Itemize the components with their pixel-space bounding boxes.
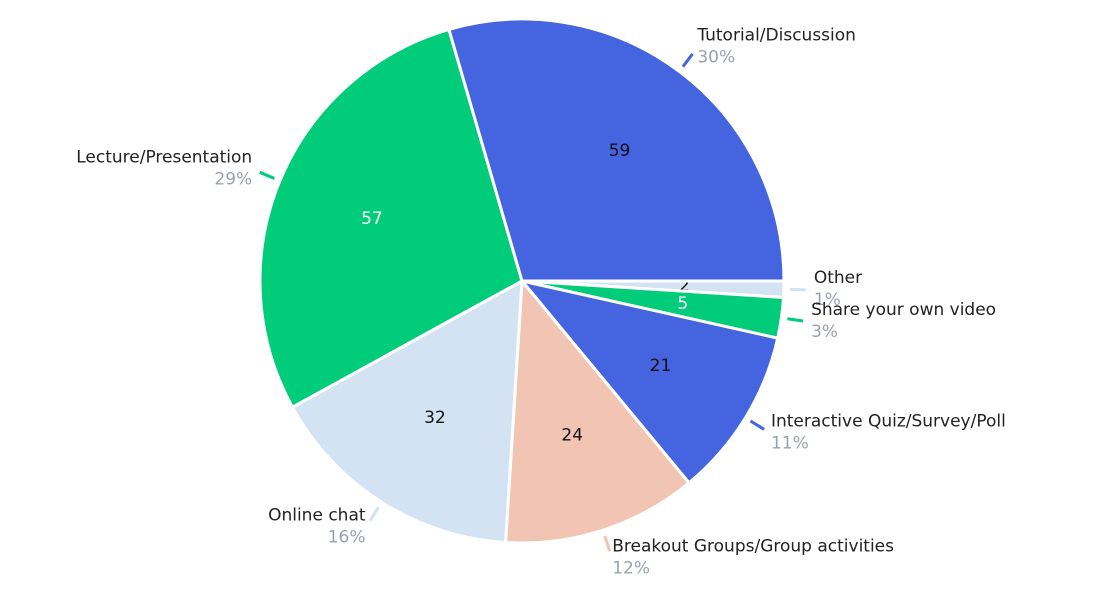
slice-value: 21 — [650, 356, 672, 376]
leader-line — [681, 52, 694, 68]
category-label: Tutorial/Discussion — [696, 25, 856, 45]
category-label: Interactive Quiz/Survey/Poll — [771, 412, 1006, 432]
percent-label: 12% — [612, 559, 650, 579]
pie-slice — [258, 27, 524, 410]
slice-value: 32 — [424, 408, 446, 428]
pie-slice — [518, 278, 780, 485]
leader-line — [789, 287, 806, 292]
category-label: Other — [814, 268, 862, 288]
pie-slice — [290, 278, 524, 545]
leader-line — [259, 170, 275, 180]
percent-label: 3% — [811, 322, 838, 342]
percent-label: 29% — [214, 169, 252, 189]
leader-line — [368, 506, 380, 522]
percent-label: 1% — [814, 290, 841, 310]
pie-slice — [503, 277, 692, 545]
percent-label: 30% — [697, 47, 735, 67]
slice-value: 59 — [609, 141, 631, 161]
slice-value: 57 — [361, 209, 383, 229]
percent-label: 16% — [328, 528, 366, 548]
leader-line — [603, 535, 612, 552]
leader-line — [749, 419, 765, 431]
leader-line — [787, 317, 804, 323]
percent-label: 11% — [771, 434, 809, 454]
category-label: Lecture/Presentation — [76, 147, 252, 167]
slice-value: 2 — [679, 276, 690, 296]
category-label: Share your own video — [811, 300, 996, 320]
slice-value: 24 — [561, 425, 583, 445]
pie-slice — [447, 17, 786, 283]
slice-value: 5 — [677, 294, 688, 314]
category-label: Online chat — [268, 506, 366, 526]
category-label: Breakout Groups/Group activities — [612, 537, 894, 557]
